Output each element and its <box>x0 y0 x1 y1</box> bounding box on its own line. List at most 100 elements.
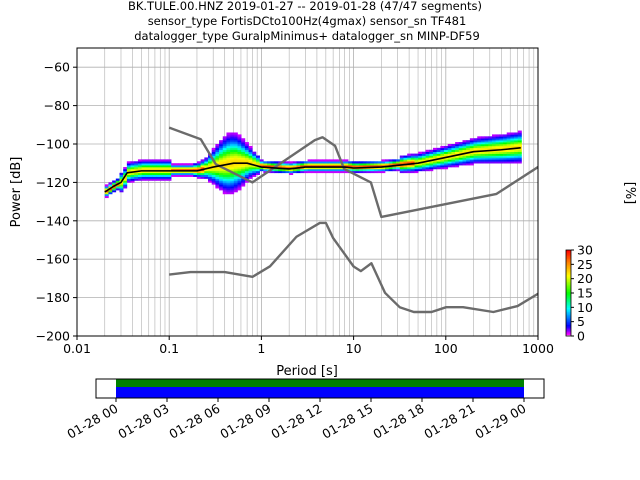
heatmap-cell <box>134 172 139 176</box>
heatmap-cell <box>503 136 508 139</box>
heatmap-cell <box>160 161 165 164</box>
heatmap-cell <box>399 161 404 164</box>
heatmap-cell <box>455 149 460 152</box>
colorbar-swatch <box>566 293 571 295</box>
heatmap-cell <box>263 168 268 172</box>
heatmap-cell <box>458 157 463 160</box>
heatmap-cell <box>444 153 449 156</box>
heatmap-cell <box>462 147 467 151</box>
heatmap-cell <box>230 172 235 176</box>
heatmap-cell <box>455 163 460 166</box>
heatmap-cell <box>208 157 213 160</box>
heatmap-cell <box>119 186 124 189</box>
heatmap-cell <box>399 157 404 160</box>
heatmap-cell <box>219 145 224 149</box>
colorbar-swatch <box>566 271 571 274</box>
heatmap-cell <box>506 136 511 139</box>
heatmap-cell <box>222 149 227 152</box>
heatmap-cell <box>318 167 323 170</box>
heatmap-cell <box>381 167 386 170</box>
heatmap-cell <box>484 145 489 149</box>
heatmap-cell <box>473 138 478 141</box>
heatmap-cell <box>517 157 522 160</box>
colorbar-swatch <box>566 280 571 282</box>
heatmap-cell <box>222 186 227 189</box>
heatmap-cell <box>469 155 474 158</box>
heatmap-cell <box>211 153 216 156</box>
heatmap-cell <box>506 132 511 135</box>
colorbar-swatch <box>566 311 571 314</box>
heatmap-cell <box>285 165 290 168</box>
heatmap-cell <box>230 138 235 141</box>
heatmap-cell <box>359 170 364 174</box>
heatmap-cell <box>510 134 515 137</box>
heatmap-cell <box>458 163 463 166</box>
heatmap-cell <box>414 157 419 160</box>
heatmap-cell <box>237 172 242 176</box>
heatmap-cell <box>219 176 224 179</box>
y-tick-label: −120 <box>36 175 70 190</box>
heatmap-cell <box>178 170 183 174</box>
heatmap-cell <box>418 168 423 172</box>
heatmap-cell <box>292 170 297 174</box>
heatmap-cell <box>480 145 485 149</box>
heatmap-cell <box>326 159 331 162</box>
heatmap-cell <box>370 161 375 164</box>
heatmap-cell <box>451 151 456 154</box>
heatmap-cell <box>495 151 500 154</box>
heatmap-cell <box>237 186 242 189</box>
heatmap-cell <box>208 170 213 174</box>
heatmap-cell <box>421 153 426 156</box>
heatmap-cell <box>366 170 371 174</box>
heatmap-cell <box>137 163 142 166</box>
colorbar-swatch <box>566 274 571 277</box>
heatmap-cell <box>491 159 496 162</box>
heatmap-cell <box>392 168 397 172</box>
heatmap-cell <box>222 159 227 162</box>
heatmap-cell <box>421 157 426 160</box>
heatmap-cell <box>359 165 364 168</box>
heatmap-cell <box>112 180 117 183</box>
heatmap-cell <box>303 161 308 164</box>
heatmap-cell <box>196 172 201 176</box>
heatmap-cell <box>255 167 260 170</box>
x-tick-label: 10 <box>346 341 362 356</box>
heatmap-cell <box>477 147 482 151</box>
heatmap-cell <box>514 145 519 149</box>
heatmap-cell <box>204 161 209 164</box>
heatmap-cell <box>292 165 297 168</box>
heatmap-cell <box>333 165 338 168</box>
heatmap-cell <box>491 147 496 151</box>
heatmap-cell <box>248 157 253 160</box>
heatmap-cell <box>329 170 334 174</box>
heatmap-cell <box>200 163 205 166</box>
heatmap-cell <box>403 161 408 164</box>
heatmap-cell <box>373 167 378 170</box>
heatmap-cell <box>503 157 508 160</box>
heatmap-cell <box>160 178 165 181</box>
colorbar-swatch <box>566 324 571 327</box>
heatmap-cell <box>259 159 264 162</box>
heatmap-cell <box>503 161 508 164</box>
heatmap-cell <box>314 168 319 172</box>
heatmap-cell <box>510 153 515 156</box>
heatmap-cell <box>244 151 249 154</box>
heatmap-cell <box>410 155 415 158</box>
heatmap-cell <box>322 161 327 164</box>
heatmap-cell <box>322 170 327 174</box>
heatmap-cell <box>248 176 253 179</box>
heatmap-cell <box>230 168 235 172</box>
heatmap-cell <box>156 161 161 164</box>
heatmap-cell <box>455 161 460 164</box>
colorbar-swatch <box>566 268 571 271</box>
heatmap-cell <box>462 155 467 158</box>
heatmap-cell <box>219 163 224 166</box>
heatmap-cell <box>219 140 224 143</box>
heatmap-cell <box>222 180 227 183</box>
heatmap-cell <box>484 142 489 145</box>
heatmap-cell <box>156 165 161 168</box>
heatmap-cell <box>296 165 301 168</box>
heatmap-cell <box>233 178 238 181</box>
colorbar-tick-label: 10 <box>577 300 593 315</box>
heatmap-cell <box>326 170 331 174</box>
